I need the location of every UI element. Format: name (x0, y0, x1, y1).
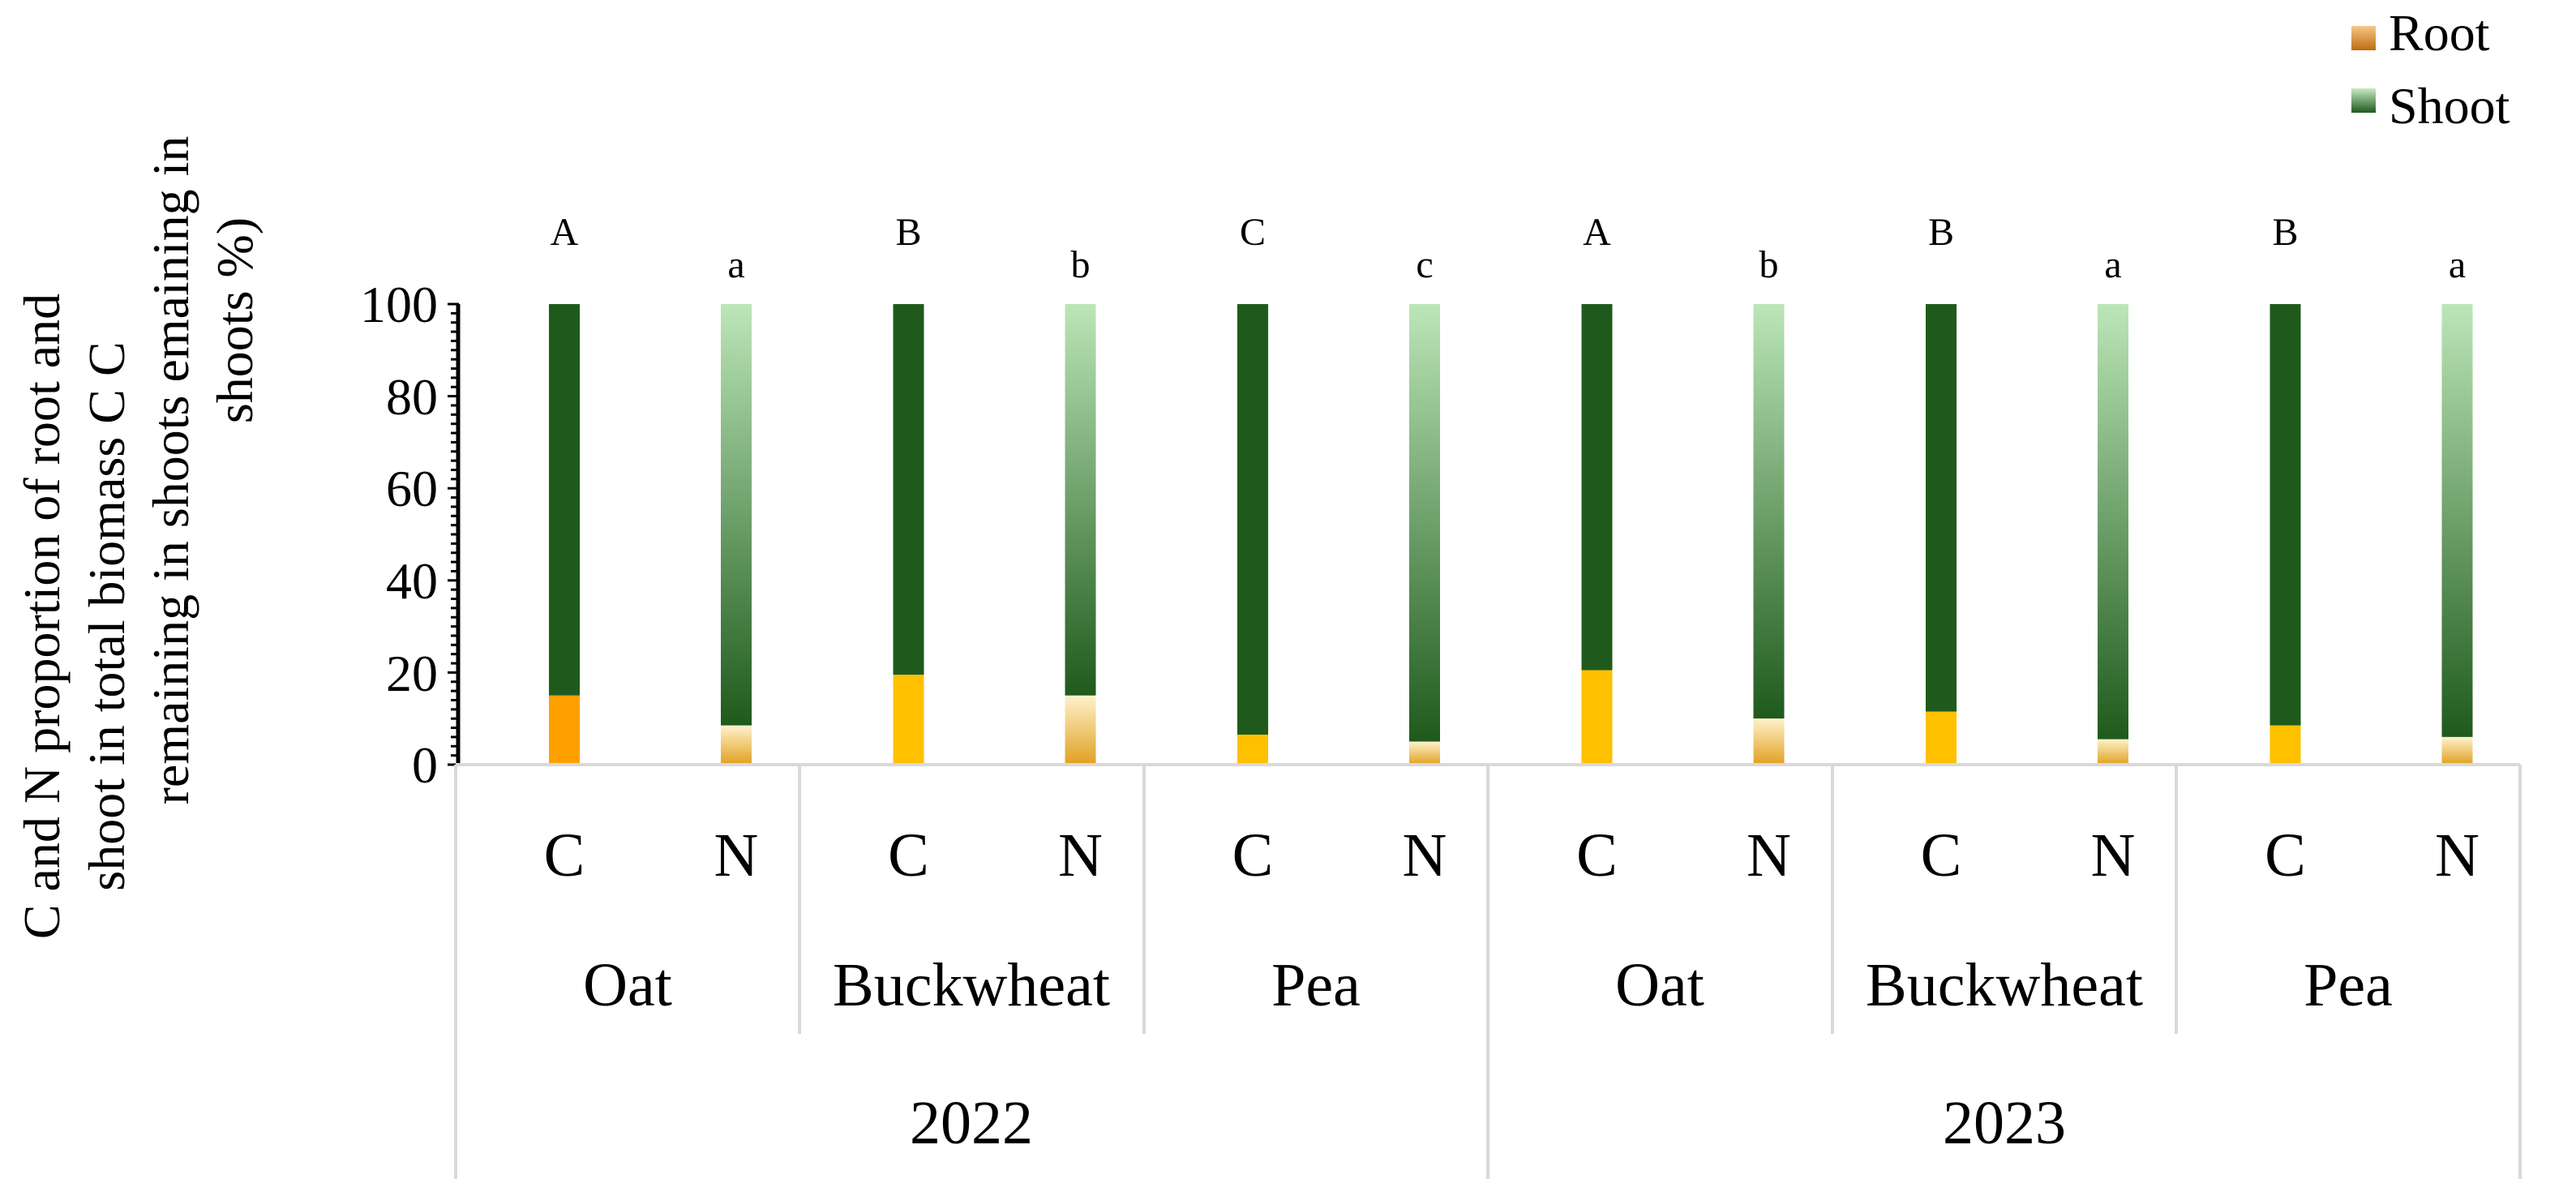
bar-root-c (1581, 670, 1613, 765)
legend-label-shoot: Shoot (2389, 77, 2510, 135)
element-label: N (2435, 821, 2480, 890)
bar-shoot-n (1753, 304, 1785, 719)
element-label: C (888, 821, 929, 890)
significance-letter: c (1416, 243, 1433, 286)
bar-shoot-n (1065, 304, 1096, 696)
bar-root-n (721, 725, 752, 765)
element-label: C (544, 821, 585, 890)
legend-swatch-shoot (2351, 88, 2376, 113)
significance-letter: b (1759, 243, 1779, 286)
element-label: C (1921, 821, 1962, 890)
significance-letter: B (1928, 211, 1954, 254)
significance-letter: a (727, 243, 744, 286)
significance-letters: Aa Bb Cc Ab Ba Ba (551, 211, 2466, 286)
element-label: C (1576, 821, 1618, 890)
bar-root-c (1926, 711, 1957, 765)
bar-root-n (2098, 739, 2128, 765)
legend: Root Shoot (2351, 4, 2510, 135)
significance-letter: a (2449, 243, 2466, 286)
y-tick-label-0: 0 (412, 736, 438, 794)
bar-shoot-n (1409, 304, 1440, 742)
y-tick-label-20: 20 (386, 645, 438, 702)
bars (549, 304, 2473, 765)
element-label: N (1403, 821, 1447, 890)
legend-label-root: Root (2389, 4, 2490, 62)
bar-root-c (1237, 735, 1268, 765)
significance-letter: A (551, 211, 579, 254)
y-axis: 0 20 40 60 80 100 (360, 276, 461, 794)
significance-letter: B (2272, 211, 2298, 254)
bar-root-n (1409, 741, 1440, 765)
significance-letter: a (2104, 243, 2121, 286)
element-label: N (2091, 821, 2136, 890)
crop-label: Oat (583, 951, 672, 1019)
element-label: N (1747, 821, 1791, 890)
bar-root-c (893, 675, 924, 765)
crop-label: Pea (2304, 951, 2393, 1019)
x-year-labels: 2022 2023 (910, 1089, 2066, 1157)
y-axis-title: C and N proportion of root and shoot in … (13, 136, 264, 940)
year-label-2023: 2023 (1943, 1089, 2066, 1157)
year-label-2022: 2022 (910, 1089, 1033, 1157)
bar-shoot-c (1581, 304, 1613, 671)
bar-shoot-n (721, 304, 752, 726)
y-axis-title-line-4: shoots %) (206, 217, 264, 423)
crop-label: Pea (1271, 951, 1361, 1019)
y-tick-label-100: 100 (360, 276, 438, 333)
element-label: N (1058, 821, 1103, 890)
significance-letter: B (895, 211, 921, 254)
bar-shoot-c (1237, 304, 1268, 735)
element-label: C (1232, 821, 1274, 890)
bar-root-n (1753, 718, 1785, 765)
legend-swatch-root (2351, 26, 2376, 50)
x-axis (454, 763, 2522, 1179)
y-tick-label-60: 60 (386, 460, 438, 517)
bar-shoot-n (2098, 304, 2128, 740)
y-tick-label-40: 40 (386, 552, 438, 610)
crop-label: Oat (1615, 951, 1704, 1019)
significance-letter: C (1240, 211, 1266, 254)
crop-label: Buckwheat (1866, 951, 2143, 1019)
significance-letter: A (1583, 211, 1611, 254)
element-label: C (2265, 821, 2306, 890)
bar-shoot-n (2441, 304, 2473, 737)
bar-shoot-c (2270, 304, 2301, 726)
bar-shoot-c (893, 304, 924, 675)
y-axis-title-line-3: remaining in shoots emaining in (142, 136, 199, 805)
bar-shoot-c (1926, 304, 1957, 712)
y-tick-label-80: 80 (386, 368, 438, 426)
element-label: N (714, 821, 759, 890)
y-axis-minor-ticks (448, 302, 459, 766)
bar-shoot-c (549, 304, 580, 696)
crop-label: Buckwheat (833, 951, 1110, 1019)
bar-root-n (2441, 736, 2473, 765)
x-crop-labels: Oat Buckwheat Pea Oat Buckwheat Pea (583, 951, 2393, 1019)
bar-root-c (2270, 725, 2301, 765)
y-axis-title-line-2: shoot in total biomass C C (78, 341, 135, 890)
significance-letter: b (1071, 243, 1091, 286)
bar-root-n (1065, 695, 1096, 765)
y-axis-title-line-1: C and N proportion of root and (13, 294, 71, 939)
bar-root-c (549, 695, 580, 765)
